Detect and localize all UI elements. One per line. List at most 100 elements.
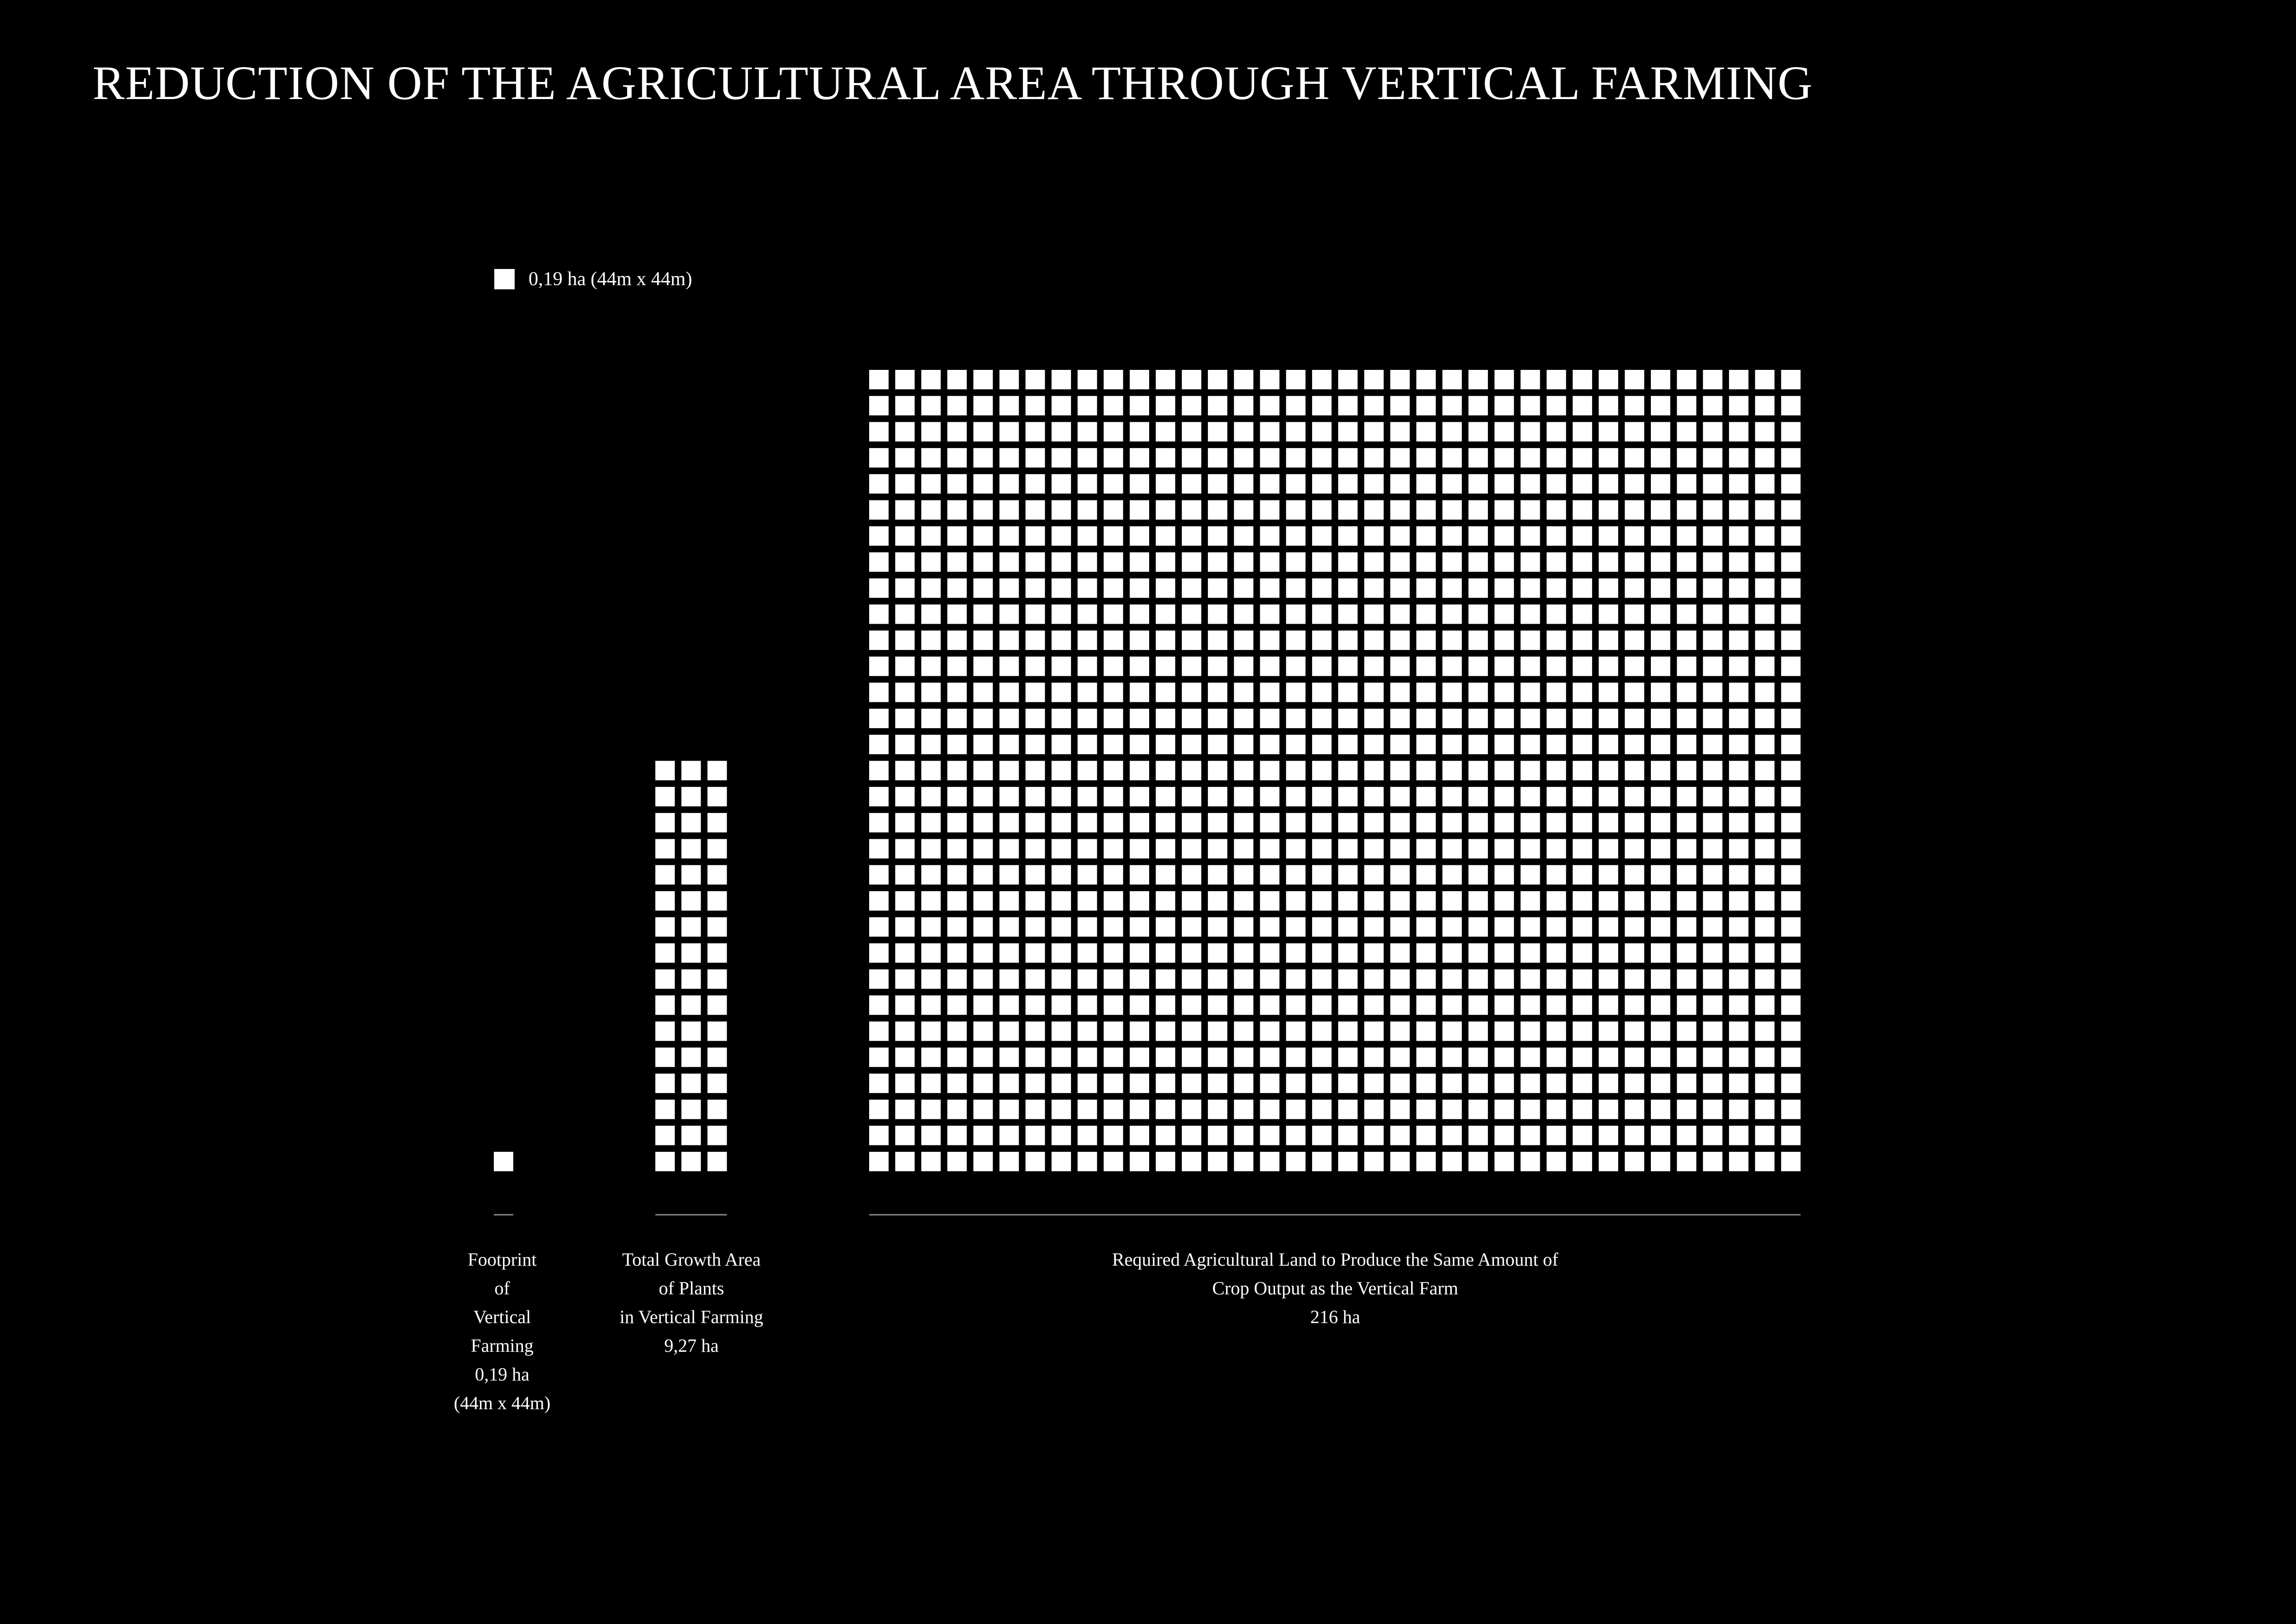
land-unit-square: [1260, 578, 1280, 598]
land-unit-square: [1390, 474, 1410, 494]
land-unit-square: [1390, 526, 1410, 546]
legend-unit-label: 0,19 ha (44m x 44m): [529, 269, 692, 290]
land-unit-square: [1312, 735, 1332, 755]
land-unit-square: [1520, 943, 1540, 963]
land-unit-square: [1130, 708, 1149, 728]
land-unit-square: [1520, 1099, 1540, 1119]
land-unit-square: [869, 1074, 889, 1093]
land-unit-square: [1156, 552, 1176, 572]
growth-unit-square: [707, 943, 727, 963]
land-unit-square: [1130, 761, 1149, 781]
caption-footprint-dimensions: (44m x 44m): [454, 1393, 551, 1413]
land-unit-square: [1624, 865, 1644, 885]
growth-unit-square: [681, 761, 701, 781]
land-unit-square: [1312, 396, 1332, 416]
land-unit-square: [1286, 370, 1306, 389]
land-unit-square: [1052, 396, 1071, 416]
land-unit-square: [1599, 891, 1618, 911]
land-unit-square: [1442, 526, 1462, 546]
land-unit-square: [973, 891, 993, 911]
land-unit-square: [1312, 474, 1332, 494]
land-unit-square: [1364, 865, 1384, 885]
land-unit-square: [1781, 1099, 1801, 1119]
land-unit-square: [1546, 682, 1566, 702]
land-unit-square: [1182, 995, 1201, 1015]
land-unit-square: [1077, 604, 1097, 624]
land-unit-square: [1207, 631, 1227, 650]
land-unit-square: [921, 396, 941, 416]
land-unit-square: [1052, 552, 1071, 572]
land-unit-square: [1755, 813, 1775, 833]
land-unit-square: [921, 448, 941, 468]
land-unit-square: [1442, 370, 1462, 389]
land-unit-square: [1364, 1152, 1384, 1171]
land-unit-square: [1546, 1074, 1566, 1093]
land-unit-square: [1703, 891, 1723, 911]
land-unit-square: [1442, 839, 1462, 859]
growth-unit-square: [681, 943, 701, 963]
land-unit-square: [1390, 1074, 1410, 1093]
land-unit-square: [1573, 1047, 1593, 1067]
land-unit-square: [1599, 708, 1618, 728]
land-unit-square: [947, 891, 967, 911]
land-unit-square: [1286, 1047, 1306, 1067]
land-unit-square: [1416, 578, 1436, 598]
land-unit-square: [1286, 526, 1306, 546]
land-unit-square: [1052, 969, 1071, 989]
land-unit-square: [1677, 969, 1697, 989]
land-unit-square: [1703, 526, 1723, 546]
land-unit-square: [1729, 526, 1748, 546]
land-unit-square: [1624, 631, 1644, 650]
growth-unit-square: [681, 813, 701, 833]
land-unit-square: [1520, 1074, 1540, 1093]
land-unit-square: [1729, 1074, 1748, 1093]
growth-unit-square: [681, 917, 701, 937]
land-unit-square: [1286, 1021, 1306, 1041]
land-unit-square: [1312, 682, 1332, 702]
land-unit-square: [1207, 839, 1227, 859]
land-unit-square: [1234, 500, 1254, 520]
land-unit-square: [1156, 943, 1176, 963]
land-unit-square: [1364, 917, 1384, 937]
growth-unit-square: [681, 865, 701, 885]
land-unit-square: [1651, 604, 1670, 624]
land-unit-square: [947, 1047, 967, 1067]
land-unit-square: [1599, 552, 1618, 572]
land-unit-square: [947, 787, 967, 806]
land-unit-square: [1520, 422, 1540, 442]
land-unit-square: [1234, 631, 1254, 650]
land-unit-square: [895, 604, 915, 624]
land-unit-square: [1103, 943, 1123, 963]
land-unit-square: [869, 500, 889, 520]
land-unit-square: [895, 761, 915, 781]
growth-unit-square: [681, 995, 701, 1015]
land-unit-square: [1703, 1152, 1723, 1171]
land-unit-square: [1573, 969, 1593, 989]
land-unit-square: [1703, 500, 1723, 520]
land-unit-square: [895, 735, 915, 755]
land-unit-square: [869, 396, 889, 416]
land-unit-square: [999, 995, 1019, 1015]
land-unit-square: [1025, 370, 1045, 389]
land-unit-square: [1546, 1021, 1566, 1041]
growth-unit-square: [655, 787, 675, 806]
land-unit-square: [1338, 1099, 1358, 1119]
growth-unit-square: [681, 787, 701, 806]
land-unit-square: [1494, 891, 1514, 911]
land-unit-square: [869, 604, 889, 624]
land-unit-square: [999, 787, 1019, 806]
land-unit-square: [1077, 1074, 1097, 1093]
land-unit-square: [1624, 500, 1644, 520]
land-unit-square: [1651, 865, 1670, 885]
land-unit-square: [1207, 969, 1227, 989]
land-unit-square: [1781, 526, 1801, 546]
land-unit-square: [1286, 474, 1306, 494]
land-unit-square: [1729, 1021, 1748, 1041]
land-unit-square: [1234, 969, 1254, 989]
land-unit-square: [1520, 917, 1540, 937]
land-unit-square: [999, 1047, 1019, 1067]
land-unit-square: [1494, 917, 1514, 937]
land-unit-square: [1286, 969, 1306, 989]
land-unit-square: [1025, 813, 1045, 833]
land-unit-square: [1755, 422, 1775, 442]
